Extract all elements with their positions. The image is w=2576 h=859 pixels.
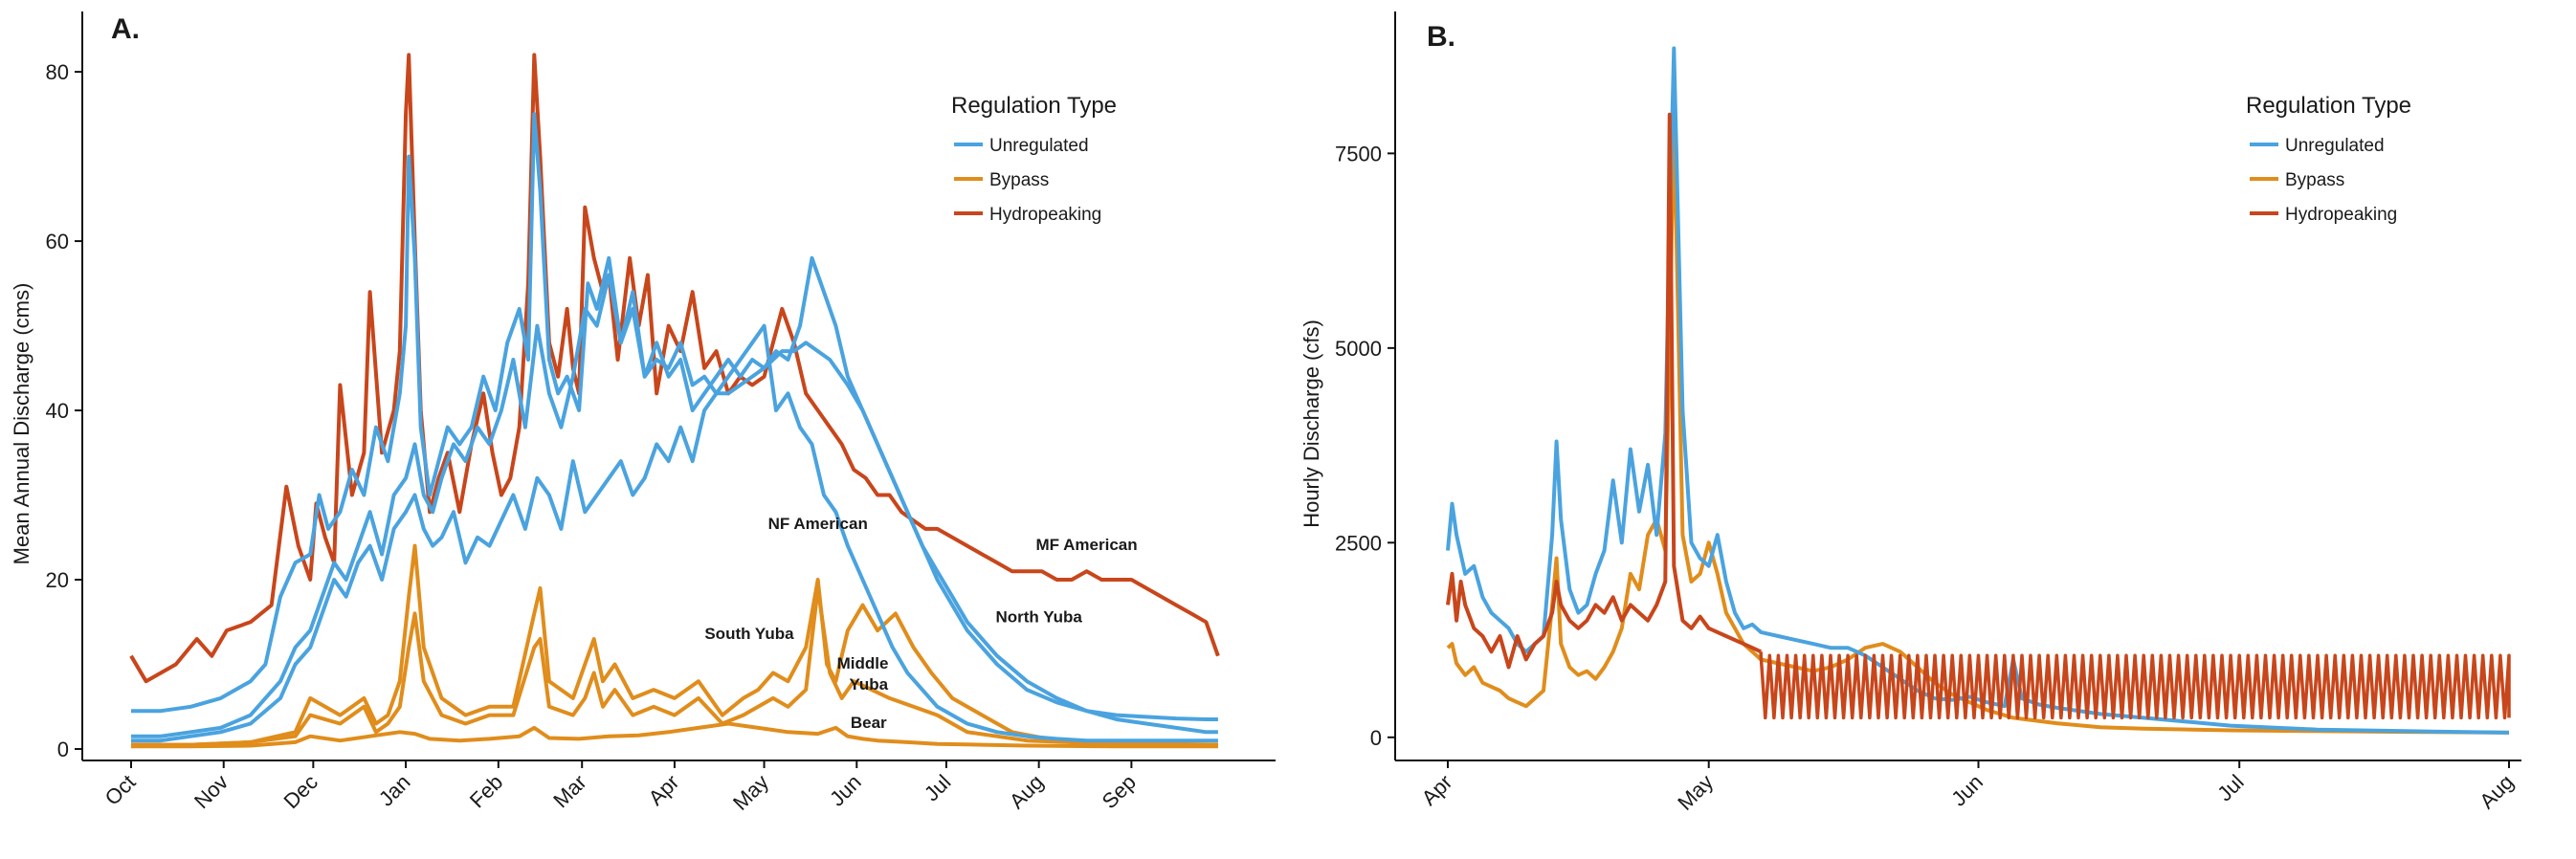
panel-a-tag: A. xyxy=(111,13,140,45)
panel-b-legend-unregulated: Unregulated xyxy=(2285,136,2385,156)
panel-b-legend-hydropeaking: Hydropeaking xyxy=(2285,205,2397,225)
y-tick-label: 0 xyxy=(1370,726,1382,750)
x-tick-label: Oct xyxy=(100,770,141,810)
x-tick-label: Apr xyxy=(1417,770,1457,810)
x-tick-label: May xyxy=(1673,770,1718,815)
x-tick-label: Apr xyxy=(644,770,684,810)
x-tick-label: Nov xyxy=(189,770,233,813)
series-line-south-yuba xyxy=(131,323,1218,743)
panel-a-legend-hydropeaking: Hydropeaking xyxy=(989,205,1101,225)
panel-a: 0 20 40 60 80 Oct Nov Dec Jan Feb Mar Apr May Jun Jul A… xyxy=(10,11,1276,815)
annotation-label: Bear xyxy=(851,714,887,732)
panel-b-tag: B. xyxy=(1427,21,1455,53)
panel-b-axes: 0 2500 5000 7500 Apr May Jun Jul Aug xyxy=(1335,11,2521,815)
y-tick-label: 40 xyxy=(46,399,69,423)
x-tick-label: Jan xyxy=(374,770,415,811)
y-tick-label: 20 xyxy=(46,568,69,592)
x-tick-label: Jul xyxy=(920,770,956,806)
panel-a-y-axis-title: Mean Annual Discharge (cms) xyxy=(10,283,33,565)
panel-b-series xyxy=(1446,46,2511,735)
panel-a-legend-title: Regulation Type xyxy=(951,93,1117,119)
annotation-label: South Yuba xyxy=(704,625,794,643)
y-tick-label: 80 xyxy=(46,60,69,84)
panel-b-y-axis-title: Hourly Discharge (cfs) xyxy=(1299,319,1323,528)
series-line-hydropeaking-oscillation xyxy=(1759,651,2511,720)
panel-b-legend-title: Regulation Type xyxy=(2246,93,2411,119)
y-tick-label: 0 xyxy=(57,738,69,761)
x-tick-label: Jul xyxy=(2212,770,2249,806)
annotation-label: NF American xyxy=(768,515,868,533)
panel-a-legend: Regulation Type Unregulated Bypass Hydro… xyxy=(951,93,1117,225)
panel-a-legend-bypass: Bypass xyxy=(989,170,1049,190)
series-line-bypass xyxy=(1446,112,2510,735)
y-tick-label: 2500 xyxy=(1335,531,1382,555)
series-line-north-yuba xyxy=(131,255,1218,738)
x-tick-label: Jun xyxy=(825,770,866,811)
y-tick-label: 60 xyxy=(46,230,69,253)
panel-b: 0 2500 5000 7500 Apr May Jun Jul Aug B. Hourly D… xyxy=(1299,11,2521,815)
panel-b-legend-bypass: Bypass xyxy=(2285,170,2344,190)
x-tick-label: Dec xyxy=(279,770,322,813)
x-tick-label: Aug xyxy=(2475,770,2518,813)
series-line-hydropeaking xyxy=(1446,112,1763,670)
series-line-middle-yuba xyxy=(131,543,1218,747)
annotation-label: Yuba xyxy=(849,675,888,694)
x-tick-label: Sep xyxy=(1098,770,1141,813)
x-tick-label: May xyxy=(728,770,773,815)
panel-a-legend-unregulated: Unregulated xyxy=(989,136,1089,156)
series-line-bear xyxy=(131,721,1218,749)
x-tick-label: Aug xyxy=(1005,770,1048,813)
panel-a-series xyxy=(129,53,1220,749)
annotation-label: North Yuba xyxy=(995,607,1082,626)
annotation-label: Middle xyxy=(837,654,889,672)
annotation-label: MF American xyxy=(1036,536,1138,554)
panel-a-annotations: NF American MF American North Yuba South Yu… xyxy=(704,515,1137,732)
panel-b-legend: Regulation Type Unregulated Bypass Hydro… xyxy=(2246,93,2411,225)
series-line-middle-yuba-2- xyxy=(131,585,1218,747)
y-tick-label: 7500 xyxy=(1335,142,1382,165)
x-tick-label: Mar xyxy=(548,770,590,812)
y-tick-label: 5000 xyxy=(1335,337,1382,361)
x-tick-label: Jun xyxy=(1946,770,1988,811)
x-tick-label: Feb xyxy=(465,770,507,812)
